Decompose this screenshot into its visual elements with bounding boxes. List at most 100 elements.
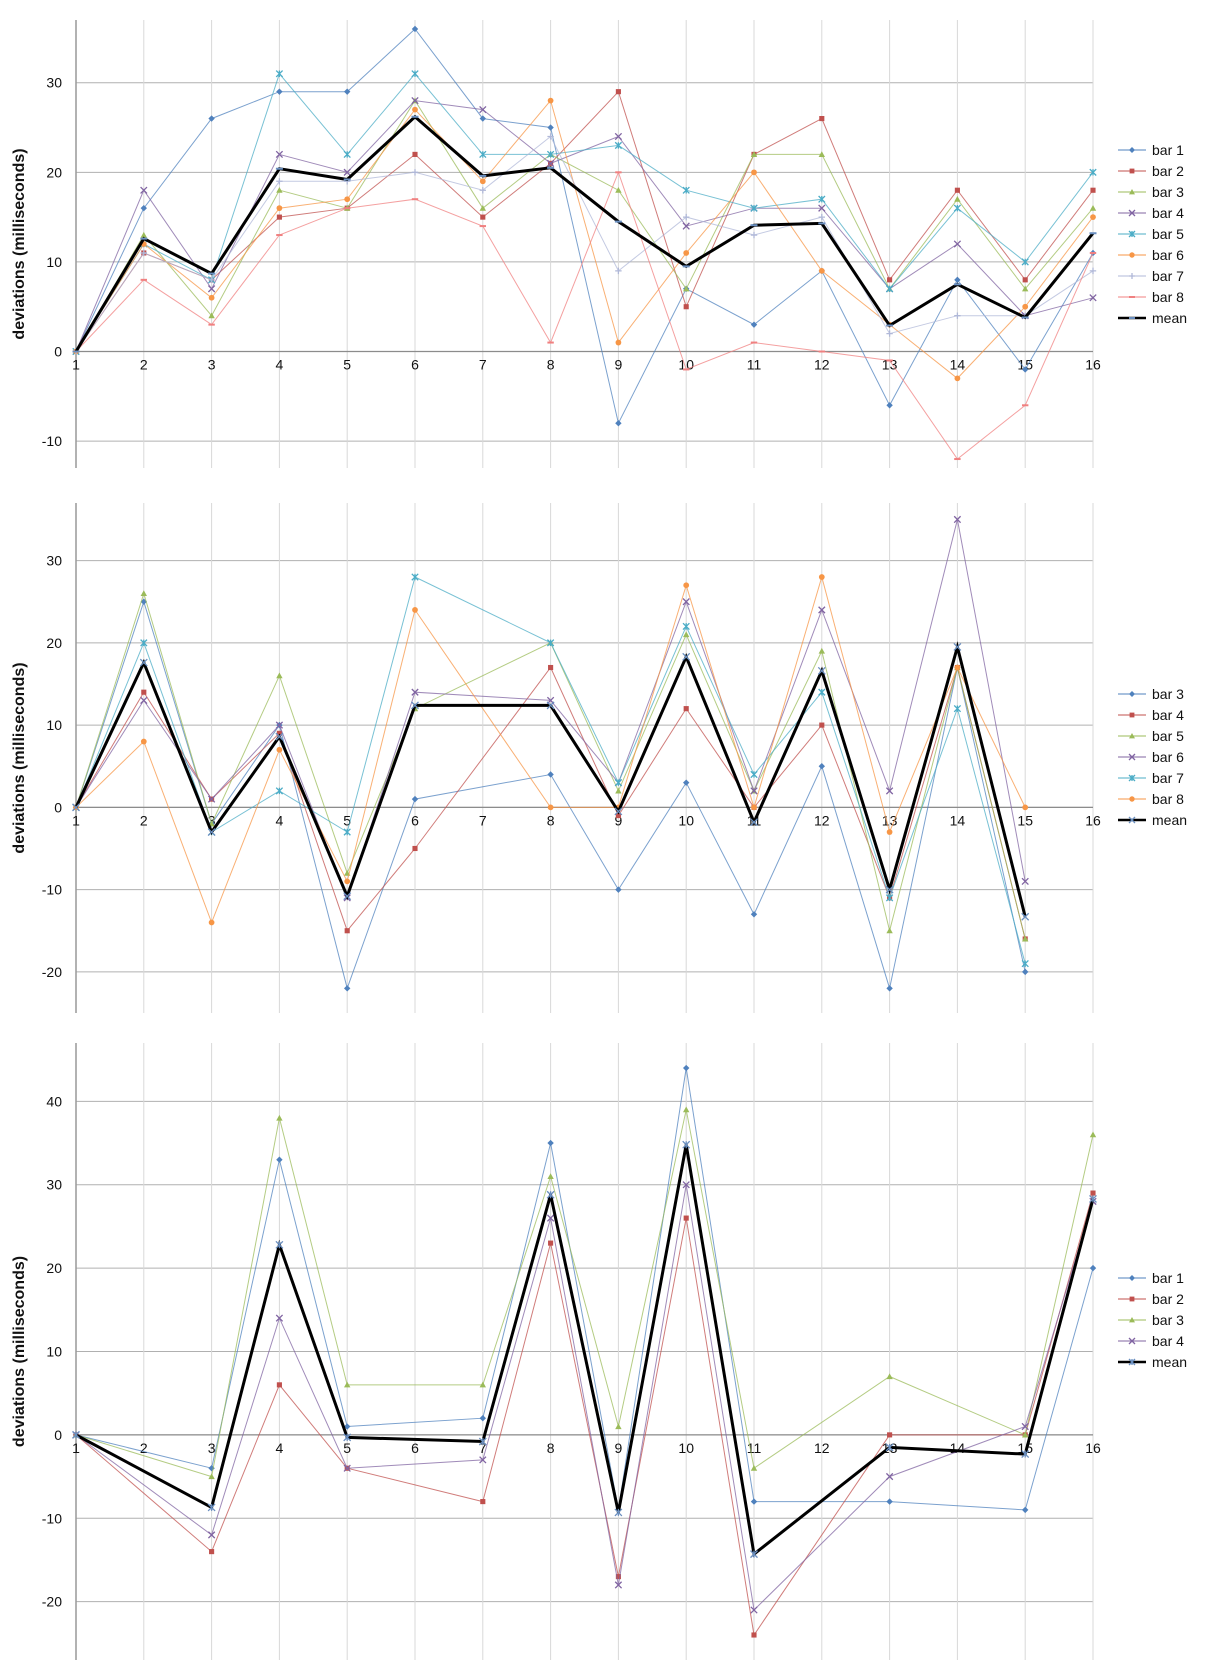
data-point xyxy=(140,696,148,705)
data-point xyxy=(954,312,961,319)
data-point xyxy=(411,688,419,696)
x-tick-label: 5 xyxy=(343,1440,351,1456)
data-point xyxy=(1021,959,1029,968)
data-point xyxy=(683,582,690,589)
data-point xyxy=(1090,1190,1096,1196)
data-point xyxy=(683,368,690,371)
data-point xyxy=(547,1139,554,1147)
data-point xyxy=(886,927,893,934)
series-mean xyxy=(72,1140,1097,1559)
legend-label: bar 3 xyxy=(1152,1312,1184,1328)
data-point xyxy=(682,265,690,268)
data-point xyxy=(615,420,622,427)
data-point xyxy=(343,1464,351,1472)
data-point xyxy=(614,807,623,816)
series-line xyxy=(75,135,1094,352)
data-point xyxy=(344,878,351,885)
series-bar-7 xyxy=(72,133,1097,355)
data-point xyxy=(344,88,351,95)
data-point xyxy=(750,787,758,795)
data-point xyxy=(818,350,825,353)
series-mean xyxy=(72,114,1097,353)
data-point xyxy=(683,706,689,712)
legend-item: mean xyxy=(1118,1354,1187,1370)
data-point xyxy=(614,779,623,787)
data-point xyxy=(208,919,215,926)
data-point xyxy=(954,375,961,382)
legend-marker xyxy=(1128,209,1136,217)
x-tick-label: 7 xyxy=(479,812,487,828)
data-point xyxy=(614,141,623,150)
legend-marker xyxy=(1129,317,1135,319)
series-line xyxy=(75,1067,1094,1511)
data-point xyxy=(1021,258,1029,266)
data-point xyxy=(614,1581,623,1589)
data-point xyxy=(140,278,147,281)
data-point xyxy=(276,187,283,193)
data-point xyxy=(615,886,622,893)
legend-marker xyxy=(1129,796,1135,802)
x-tick-label: 16 xyxy=(1085,812,1101,828)
legend-label: bar 5 xyxy=(1152,728,1184,744)
data-point xyxy=(954,664,961,671)
data-point xyxy=(1022,277,1028,283)
legend-label: bar 4 xyxy=(1152,707,1184,723)
data-point xyxy=(819,116,825,122)
data-point xyxy=(750,204,758,212)
data-point xyxy=(615,1423,622,1430)
data-point xyxy=(818,688,826,696)
data-point xyxy=(682,1181,690,1189)
data-point xyxy=(343,892,352,901)
x-tick-label: 4 xyxy=(276,812,284,828)
data-point xyxy=(818,268,825,274)
data-point xyxy=(140,738,147,745)
legend-label: bar 8 xyxy=(1152,289,1184,305)
x-tick-label: 16 xyxy=(1085,357,1101,373)
legend-marker xyxy=(1129,1275,1135,1281)
y-tick-label: 20 xyxy=(46,635,62,651)
data-point xyxy=(751,1632,757,1638)
data-point xyxy=(411,70,419,78)
data-point xyxy=(546,1190,555,1199)
data-point xyxy=(207,1531,216,1539)
legend-item: bar 3 xyxy=(1118,1312,1184,1328)
data-point xyxy=(1022,1506,1029,1514)
data-point xyxy=(547,166,555,169)
data-point xyxy=(1089,204,1097,211)
y-tick-label: 30 xyxy=(46,553,62,569)
data-point xyxy=(140,231,147,238)
data-point xyxy=(1089,1131,1097,1138)
data-point xyxy=(683,1215,689,1221)
x-tick-label: 12 xyxy=(814,357,830,373)
data-point xyxy=(818,222,826,225)
data-point xyxy=(344,196,351,203)
series-line xyxy=(75,576,1026,964)
x-tick-label: 2 xyxy=(140,357,148,373)
legend-marker xyxy=(1129,712,1135,718)
x-tick-label: 3 xyxy=(208,812,216,828)
y-tick-label: 10 xyxy=(46,717,62,733)
x-tick-label: 14 xyxy=(950,357,966,373)
data-point xyxy=(682,622,690,631)
x-tick-label: 6 xyxy=(411,357,419,373)
y-tick-label: -10 xyxy=(42,882,62,898)
data-point xyxy=(953,515,962,524)
data-point xyxy=(479,178,486,185)
data-point xyxy=(751,169,757,176)
data-point xyxy=(479,1415,486,1422)
x-tick-label: 8 xyxy=(547,812,555,828)
x-tick-label: 5 xyxy=(343,812,351,828)
legend-marker xyxy=(1129,252,1135,258)
data-point xyxy=(275,732,284,741)
series-line xyxy=(75,575,1026,924)
legend-marker xyxy=(1129,733,1135,739)
data-point xyxy=(1022,404,1029,407)
y-tick-label: 40 xyxy=(46,1093,62,1109)
data-point xyxy=(615,89,621,95)
series-line xyxy=(74,641,1027,918)
legend: bar 1 bar 2 bar 3 bar 4 bar 5 bar 6 bar 7 bar 8… xyxy=(1118,142,1187,326)
data-point xyxy=(276,746,283,753)
